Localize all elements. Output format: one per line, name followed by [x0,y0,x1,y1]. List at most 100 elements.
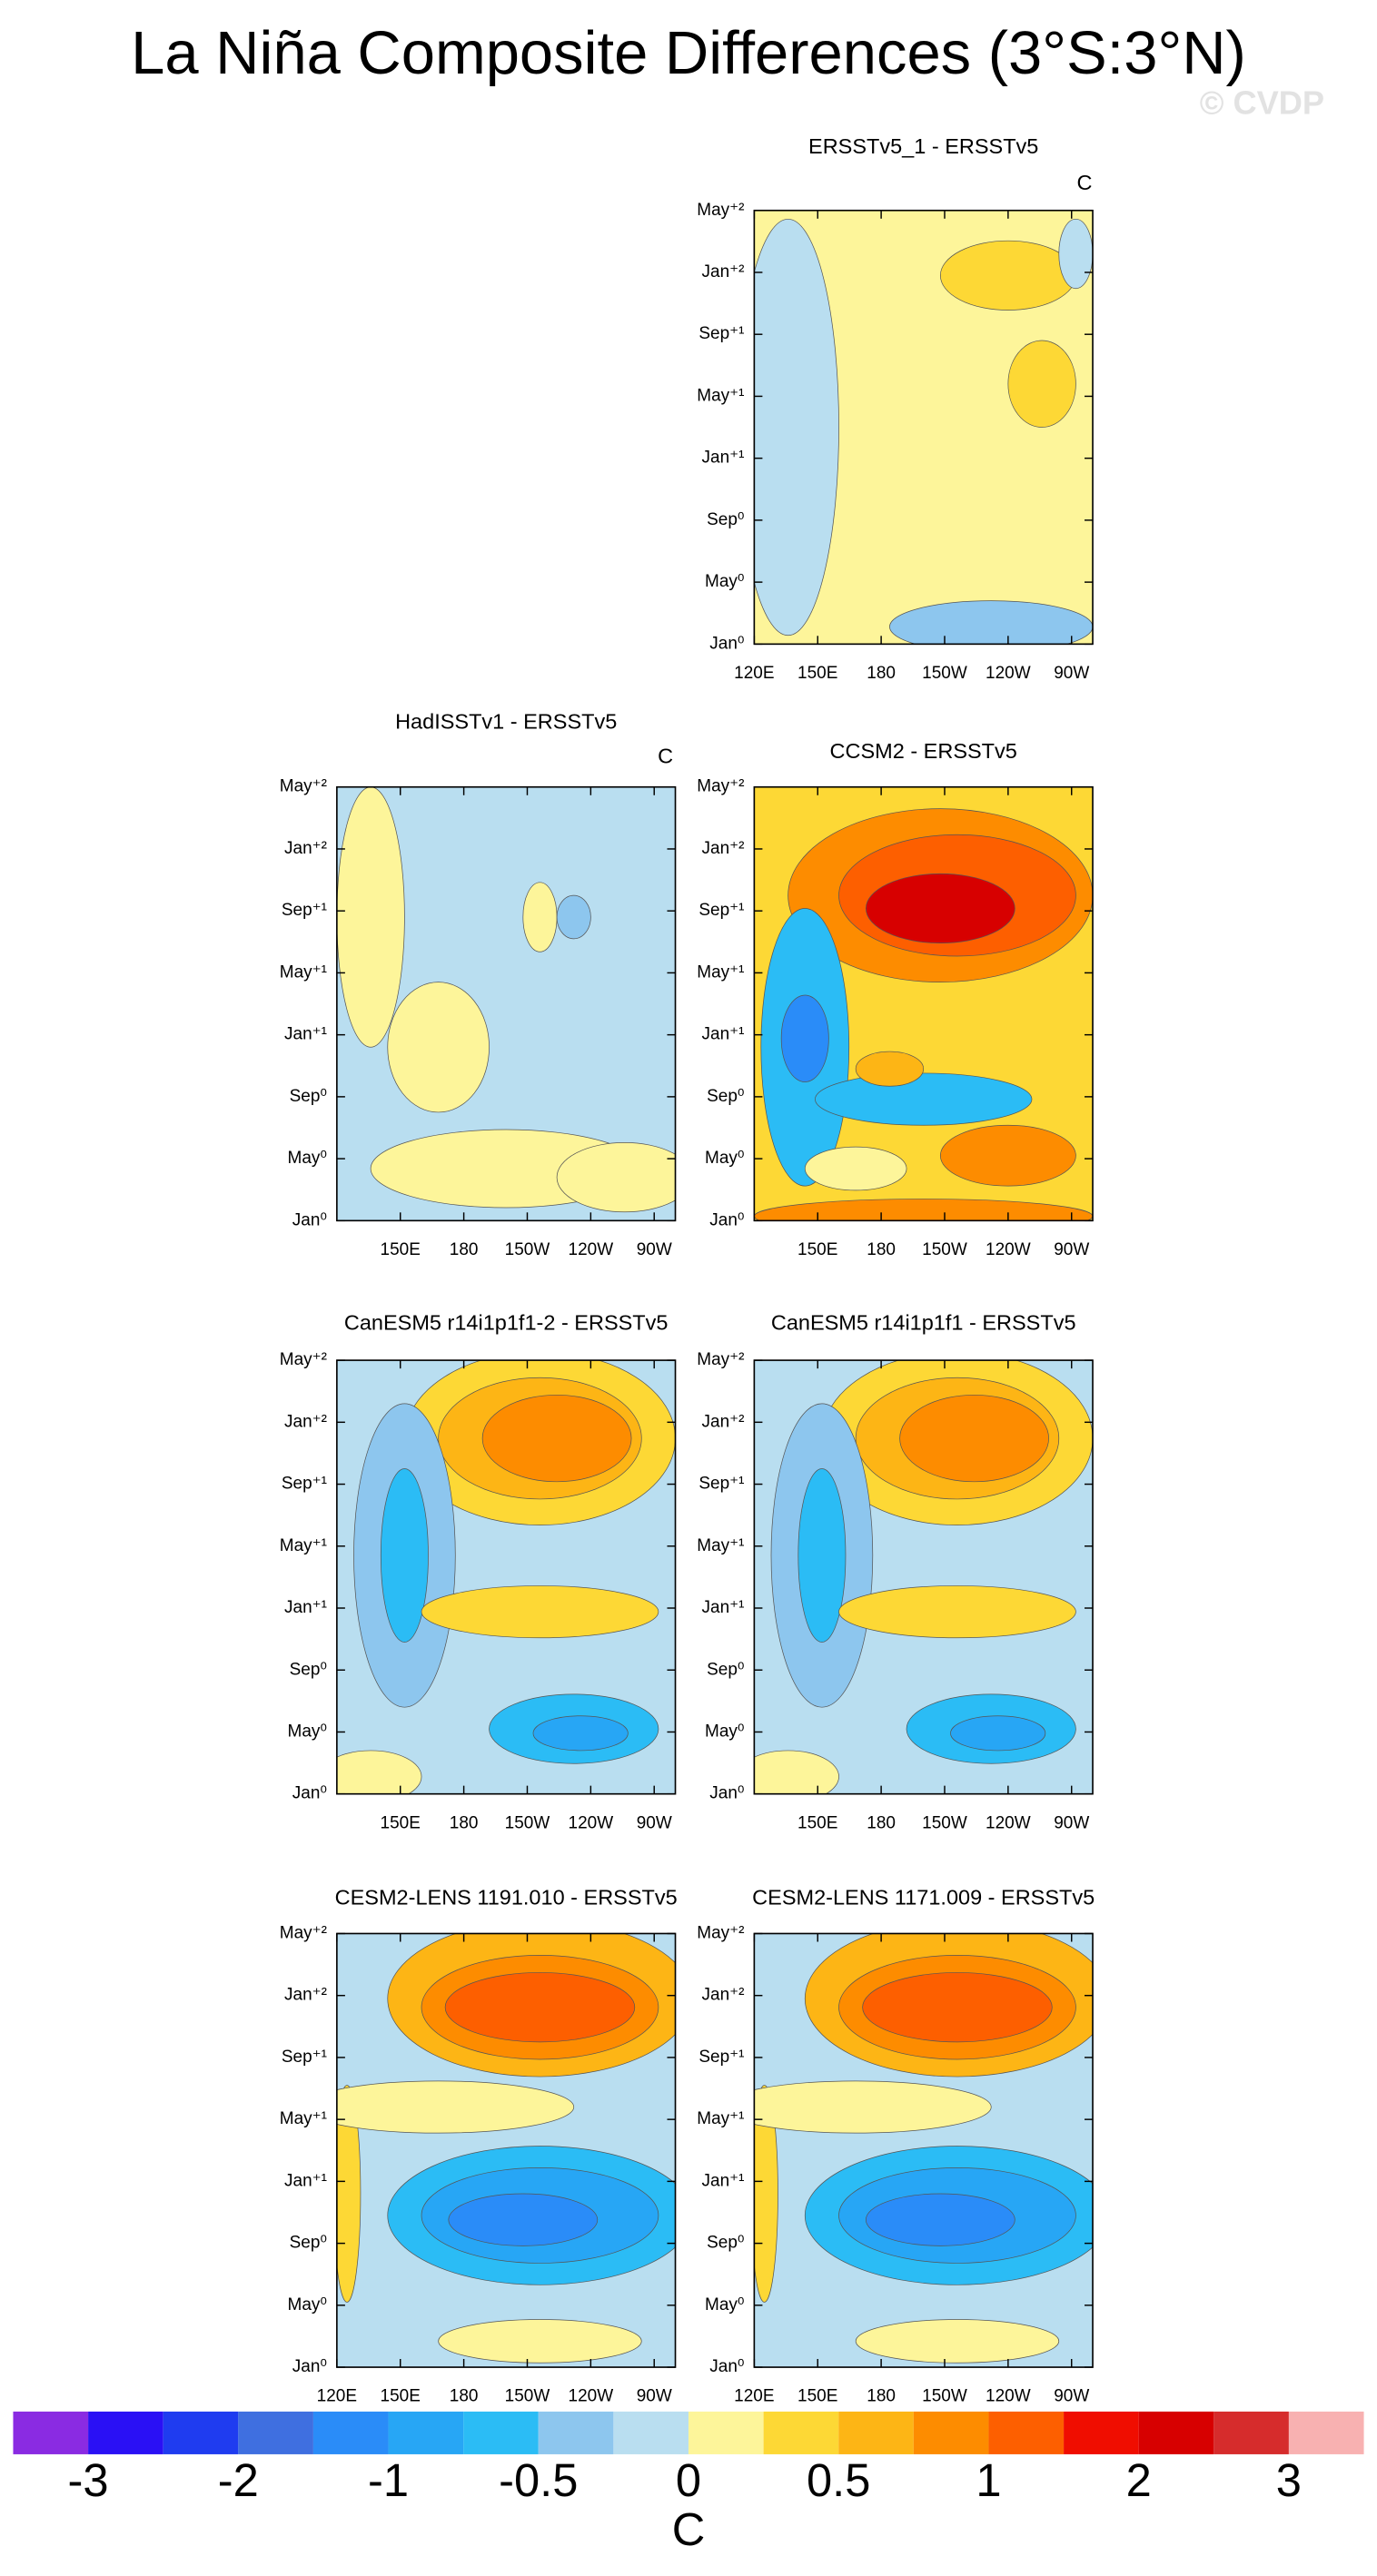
y-tick-label: May⁺² [697,1923,744,1942]
x-tick-label: 120W [569,2387,614,2406]
plot-frame [336,785,677,1222]
colorbar-box [312,2411,389,2454]
colorbar-box [163,2411,239,2454]
x-tick-label: 150W [505,1240,550,1259]
contour-region [754,1750,839,1794]
colorbar-label: -0.5 [499,2454,578,2506]
x-tick-label: 120W [569,1240,614,1259]
y-tick-label: Jan⁰ [292,1210,327,1229]
x-tick-label: 90W [637,2387,672,2406]
contour-region [754,1199,1094,1221]
y-tick-label: Sep⁰ [290,2234,327,2253]
colorbar-label: -2 [218,2454,259,2506]
contour-region [1058,218,1094,290]
contour-region [336,786,405,1048]
y-tick-label: Sep⁰ [707,1660,744,1679]
x-tick-label: 150E [381,1240,421,1259]
x-tick-label: 180 [450,1813,479,1832]
y-tick-label: May⁺² [280,1923,327,1942]
colorbar-box [688,2411,764,2454]
plot-frame [336,1359,677,1795]
y-tick-label: Jan⁺¹ [284,1025,327,1044]
contour-region [950,1715,1046,1752]
contour-region [889,600,1094,645]
y-tick-label: Jan⁰ [292,2357,327,2376]
y-tick-label: May⁺² [697,201,744,220]
x-tick-label: 150E [797,664,837,683]
y-tick-label: Sep⁰ [290,1087,327,1106]
y-tick-label: Jan⁰ [709,1784,744,1803]
y-tick-label: Jan⁰ [292,1784,327,1803]
contour-region [754,219,839,637]
colorbar-label: 1 [976,2454,1001,2506]
colorbar-units: C [672,2503,706,2555]
x-tick-label: 120E [734,2387,774,2406]
y-tick-label: May⁺² [697,777,744,796]
x-tick-label: 90W [637,1813,672,1832]
colorbar-label: 0 [676,2454,701,2506]
contour-region [855,2319,1060,2364]
contour-region [421,1585,659,1639]
y-tick-label: May⁰ [705,1149,744,1168]
contour-field [754,210,1094,645]
contour-region [522,882,558,952]
y-tick-label: Jan⁰ [709,634,744,653]
colorbar-label: 0.5 [807,2454,870,2506]
y-tick-label: May⁺¹ [280,1536,327,1555]
x-tick-label: 120W [986,1813,1031,1832]
x-tick-label: 150W [922,1240,967,1259]
y-tick-label: May⁰ [288,1149,327,1168]
contour-region [865,873,1015,944]
contour-region [336,2080,575,2134]
contour-region [438,2319,642,2364]
watermark: © CVDP [1200,84,1324,122]
colorbar-box [988,2411,1065,2454]
contour-region [939,1124,1076,1187]
colorbar-box [88,2411,163,2454]
y-tick-label: May⁺¹ [697,962,744,982]
y-tick-label: Jan⁺² [284,839,327,858]
x-tick-label: 90W [1054,2387,1089,2406]
y-tick-label: May⁺² [697,1350,744,1369]
colorbar-box [1138,2411,1214,2454]
colorbar-label: 3 [1276,2454,1302,2506]
x-tick-label: 120W [569,1813,614,1832]
y-tick-label: Jan⁺¹ [284,1598,327,1617]
contour-region [754,2080,992,2134]
contour-region [939,240,1076,311]
x-tick-label: 150W [922,1813,967,1832]
colorbar-label: -3 [68,2454,109,2506]
y-tick-label: Sep⁺¹ [698,324,744,343]
y-tick-label: Jan⁺² [702,1412,745,1431]
x-tick-label: 180 [867,664,896,683]
contour-region [754,2085,778,2303]
contour-region [838,1585,1076,1639]
contour-region [815,1072,1033,1126]
panel-units: C [1076,171,1092,194]
contour-region [448,2193,599,2246]
colorbar-box [1064,2411,1139,2454]
x-tick-label: 180 [450,2387,479,2406]
panel-title: CCSM2 - ERSSTv5 [830,739,1017,763]
panel-title: CanESM5 r14i1p1f1-2 - ERSSTv5 [344,1311,669,1335]
x-tick-label: 180 [867,2387,896,2406]
contour-region [387,982,490,1113]
contour-field [336,1360,676,1794]
y-tick-label: Jan⁰ [709,2357,744,2376]
colorbar-box [1288,2411,1364,2454]
y-tick-label: Jan⁰ [709,1210,744,1229]
contour-region [804,1146,907,1191]
colorbar-box [763,2411,839,2454]
panel-title: CESM2-LENS 1191.010 - ERSSTv5 [335,1886,678,1910]
x-tick-label: 150W [922,2387,967,2406]
colorbar-label: 2 [1126,2454,1152,2506]
panel-title: CanESM5 r14i1p1f1 - ERSSTv5 [771,1311,1076,1335]
y-tick-label: Sep⁰ [707,2234,744,2253]
colorbar-box [13,2411,89,2454]
figure-title: La Niña Composite Differences (3°S:3°N) [131,19,1246,87]
y-tick-label: May⁰ [288,2295,327,2314]
contour-region [780,994,829,1082]
y-tick-label: Jan⁺¹ [284,2171,327,2190]
colorbar-box [463,2411,539,2454]
y-tick-label: May⁺¹ [697,1536,744,1555]
